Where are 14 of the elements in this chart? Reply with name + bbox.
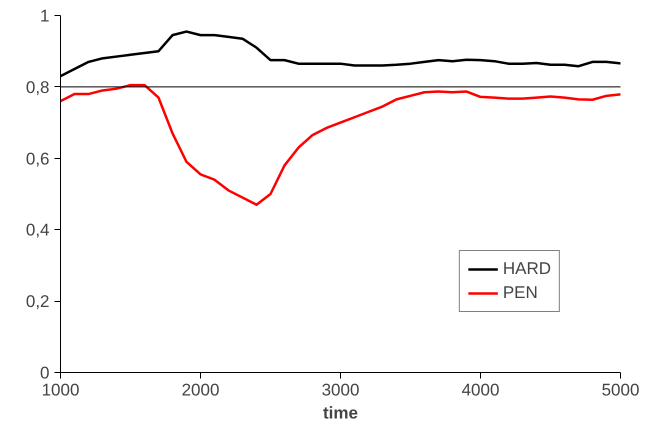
y-tick-label: 0,8 [26,78,50,97]
x-tick-label: 2000 [182,380,220,400]
x-tick-label: 1000 [42,380,80,400]
y-tick-label: 0,2 [26,292,50,312]
y-tick-label: 0,4 [26,220,50,240]
legend-label: PEN [502,283,538,303]
x-tick-label: 5000 [602,380,640,400]
y-tick-label: 0 [40,364,50,382]
y-tick-label: 1 [40,6,50,26]
legend-label: HARD [502,259,551,279]
x-axis-title: time [323,404,358,422]
x-tick-label: 4000 [462,380,500,400]
y-tick-label: 0,6 [26,149,50,168]
x-tick-label: 3000 [322,380,360,400]
